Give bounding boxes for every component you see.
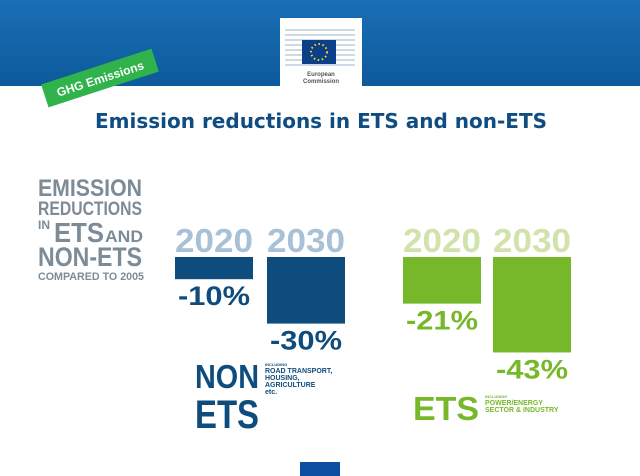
bar [403, 257, 481, 304]
heading-line: ETS [54, 217, 104, 248]
heading-line: NON-ETS [38, 242, 142, 272]
note-line: AGRICULTURE [265, 382, 316, 389]
footer-mark [300, 462, 340, 476]
note-line: POWER/ENERGY [485, 400, 543, 407]
slide-title: Emission reductions in ETS and non-ETS [95, 109, 547, 133]
bar [267, 257, 345, 324]
year-label: 2020 [175, 222, 253, 259]
note-line: HOUSING, [265, 375, 300, 382]
year-label: 2030 [493, 222, 571, 259]
logo-text: Commission [303, 79, 339, 85]
heading-line: EMISSION [38, 175, 142, 202]
note-line: SECTOR & INDUSTRY [485, 407, 559, 414]
heading-line: IN [38, 218, 50, 232]
side-heading: EMISSION REDUCTIONS IN ETS AND NON-ETS C… [38, 175, 144, 283]
value-label: -43% [496, 354, 568, 384]
bar [493, 257, 571, 353]
bar [175, 257, 253, 280]
heading-line: COMPARED TO 2005 [38, 271, 144, 283]
note-line: ROAD TRANSPORT, [265, 368, 332, 375]
note-prefix: INCLUDING [485, 394, 507, 399]
caption: ETS [413, 390, 479, 427]
caption: NON [195, 358, 259, 395]
logo-text: European [307, 72, 335, 78]
note-line: etc. [265, 389, 277, 396]
note-prefix: INCLUDING [265, 362, 287, 367]
value-label: -21% [406, 306, 478, 336]
logo: European Commission [280, 18, 362, 86]
caption: ETS [195, 393, 259, 437]
year-label: 2020 [403, 222, 481, 259]
heading-line: REDUCTIONS [38, 199, 142, 220]
year-label: 2030 [267, 222, 345, 259]
value-label: -30% [270, 326, 342, 356]
value-label: -10% [178, 281, 250, 311]
heading-line: AND [105, 227, 143, 246]
